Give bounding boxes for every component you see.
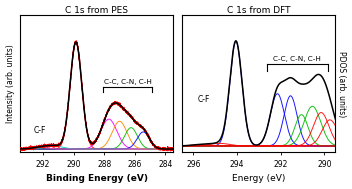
X-axis label: Energy (eV): Energy (eV) [232,174,285,184]
X-axis label: Binding Energy (eV): Binding Energy (eV) [46,174,147,184]
Text: C-F: C-F [198,95,210,104]
Title: C 1s from PES: C 1s from PES [65,5,128,15]
Text: C-C, C-N, C-H: C-C, C-N, C-H [104,79,152,85]
Title: C 1s from DFT: C 1s from DFT [227,5,291,15]
Text: C-C, C-N, C-H: C-C, C-N, C-H [273,56,321,62]
Y-axis label: PDOS (arb. units): PDOS (arb. units) [338,51,346,117]
Text: C-F: C-F [34,126,46,135]
Y-axis label: Intensity (arb. units): Intensity (arb. units) [6,44,14,123]
